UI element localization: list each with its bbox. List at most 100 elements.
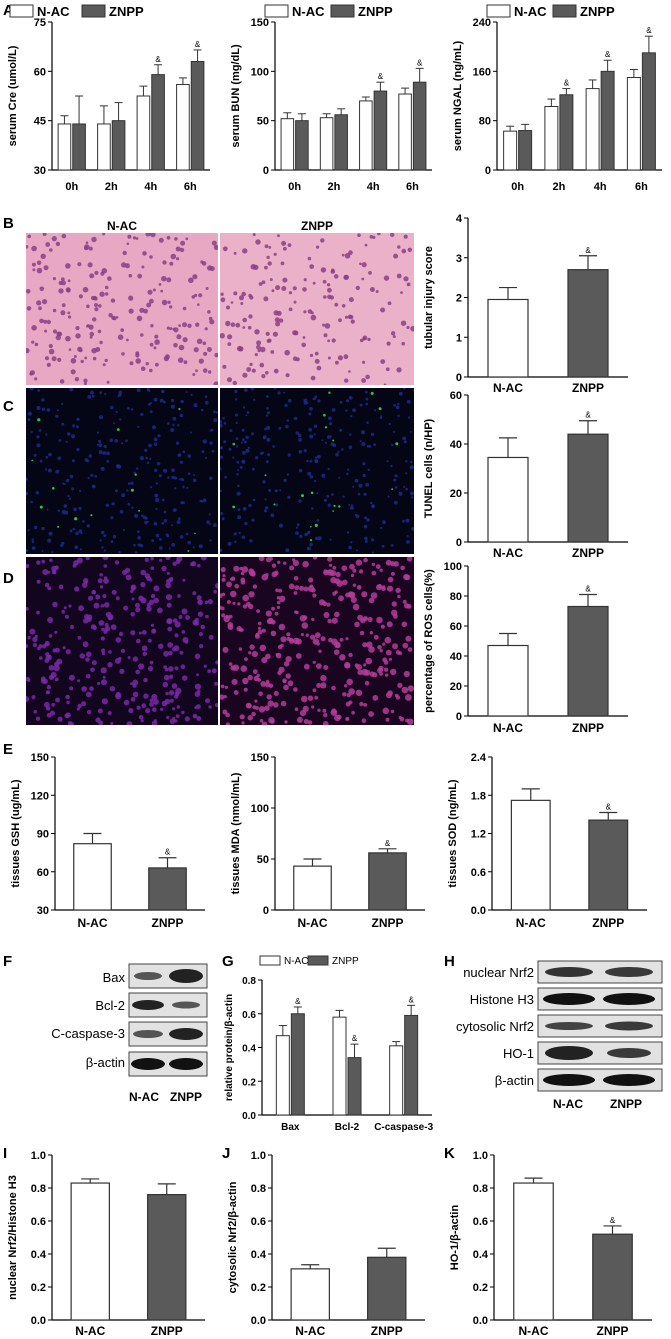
y-tick-label: 0.2 [31,1282,46,1294]
x-tick-label: ZNPP [371,916,403,930]
bar-n-ac [290,1268,330,1321]
x-tick-label: N-AC [493,721,523,735]
chart-ros: 0 20 40 60 80 100 percentage of ROS cells(%) N-… [423,561,628,735]
y-tick-label: 0 [456,711,462,723]
y-tick-label: 20 [450,681,462,693]
y-axis-label: tissues GSH (ug/mL) [10,779,22,888]
y-tick-label: 150 [251,17,269,29]
y-tick-label: 60 [450,621,462,633]
chart-tunel: 0 20 40 60 TUNEL cells (n/HP) N-AC & ZNPP [423,390,628,560]
significance-mark: & [408,995,414,1004]
x-tick-label: ZNPP [151,916,183,930]
x-tick-label: 4h [144,181,157,193]
significance-mark: & [585,411,591,420]
chart-nuclear-nrf2: 0.0 0.2 0.4 0.6 0.8 1.0 nuclear Nrf2/Histone H… [7,1150,205,1338]
y-axis-label: serum NGAL (ng/mL) [452,40,464,151]
legend-swatch-znpp [552,4,577,18]
legend-swatch-nac [486,4,511,18]
x-tick-label: Bax [281,1122,300,1133]
panel-label-b: B [3,215,14,232]
legend-swatch-znpp [81,4,106,18]
significance-mark: & [610,1216,616,1225]
y-tick-label: 0 [263,165,269,177]
legend-swatch-nac [9,4,34,18]
panel-label-g: G [222,953,234,970]
y-tick-label: 160 [473,66,491,78]
significance-mark: & [417,58,423,67]
significance-mark: & [585,246,591,255]
bar-znpp [567,269,609,378]
y-tick-label: 0.2 [473,1282,488,1294]
bar-znpp-c-caspase-3 [404,1014,419,1116]
panel-label-c: C [3,398,14,415]
bar-znpp-bax [290,1013,305,1116]
y-tick-label: 0.6 [251,1216,266,1228]
bar-znpp-6h [412,81,427,171]
y-tick-label: 50 [257,854,269,866]
blot-h-label-histone: Histone H3 [469,992,534,1007]
y-tick-label: 120 [31,790,49,802]
bar-n-ac-4h [359,100,373,171]
bar-n-ac-4h [585,88,600,171]
y-tick-label: 1.8 [471,790,486,802]
blot-f-x-nac: N-AC [129,1090,159,1104]
bar-znpp-0h [518,130,533,171]
x-tick-label: N-AC [516,916,546,930]
y-tick-label: 45 [34,116,46,128]
y-tick-label: 100 [444,561,462,573]
y-axis-label: tubular injury score [423,246,435,349]
significance-mark: & [564,79,570,88]
bar-znpp [567,605,609,717]
x-tick-label: 4h [594,181,607,193]
bar-n-ac [487,298,529,378]
y-axis-label: tissues SOD (ng/mL) [447,779,459,888]
bar-n-ac-bax [275,1035,290,1116]
blot-h-image [537,960,663,1092]
bar-znpp [368,852,407,911]
y-axis-label: nuclear Nrf2/Histone H3 [7,1175,19,1300]
significance-mark: & [385,839,391,848]
x-tick-label: ZNPP [572,546,604,560]
y-tick-label: 0.6 [473,1216,488,1228]
bar-n-ac [293,865,332,911]
tunel-micrograph-nac [26,388,218,554]
tunel-micrograph-znpp [220,388,414,554]
y-tick-label: 20 [450,488,462,500]
x-tick-label: N-AC [519,1324,549,1338]
y-tick-label: 0 [263,905,269,917]
x-tick-label: N-AC [493,546,523,560]
x-tick-label: 0h [288,181,301,193]
bar-znpp-bcl-2 [347,1057,362,1116]
bar-n-ac-6h [626,77,641,171]
panel-label-i: I [3,1145,8,1162]
legend-swatch-znpp [307,955,329,966]
significance-mark: & [605,50,611,59]
x-tick-label: 6h [406,181,419,193]
y-tick-label: 75 [34,17,46,29]
legend-swatch-znpp [330,4,355,18]
y-tick-label: 0.4 [31,1249,47,1261]
y-tick-label: 4 [456,213,463,225]
legend-swatch-nac [259,955,281,966]
y-tick-label: 0.4 [251,1249,267,1261]
y-tick-label: 2 [456,293,462,305]
blot-f-label-ccasp3: C-caspase-3 [51,1026,125,1041]
x-tick-label: ZNPP [572,381,604,395]
y-tick-label: 50 [257,116,269,128]
legend-label-nac: N-AC [514,4,547,19]
y-tick-label: 60 [450,390,462,402]
blot-h-label-nuclear-nrf2: nuclear Nrf2 [463,965,534,980]
y-tick-label: 1.2 [471,829,486,841]
y-tick-label: 60 [34,66,46,78]
y-tick-label: 0.4 [242,1044,256,1055]
bar-n-ac-2h [319,117,334,171]
bar-n-ac [513,1182,554,1321]
blot-h-x-nac: N-AC [553,1097,583,1111]
bar-znpp-6h [641,52,656,171]
y-tick-label: 150 [251,752,269,764]
chart-tubular-injury: 0 1 2 3 4 tubular injury score N-AC & ZNPP [423,213,628,395]
y-tick-label: 0.2 [242,1077,256,1088]
y-tick-label: 1.0 [251,1150,266,1162]
y-tick-label: 30 [34,165,46,177]
panel-label-d: D [3,570,14,587]
